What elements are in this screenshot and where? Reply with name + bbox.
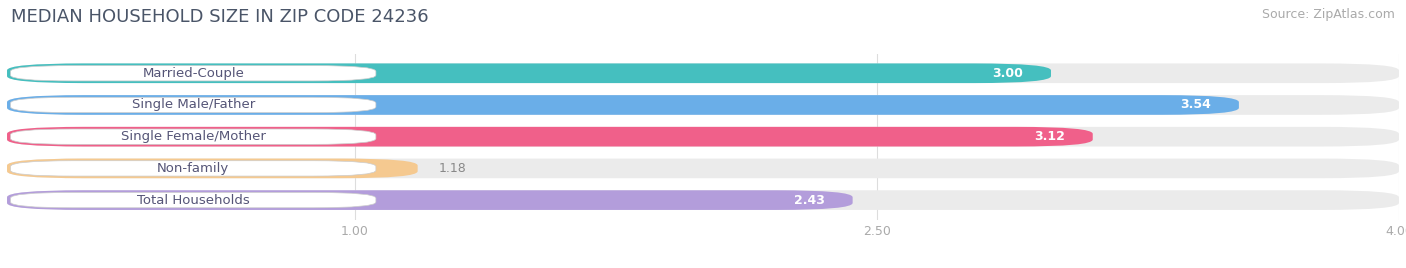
FancyBboxPatch shape [10,161,375,176]
Text: Single Male/Father: Single Male/Father [132,98,254,111]
Text: 3.54: 3.54 [1180,98,1211,111]
FancyBboxPatch shape [7,127,1092,147]
FancyBboxPatch shape [7,64,1399,83]
Text: 1.18: 1.18 [439,162,467,175]
Text: 3.12: 3.12 [1033,130,1064,143]
FancyBboxPatch shape [7,64,1050,83]
FancyBboxPatch shape [10,66,375,81]
FancyBboxPatch shape [7,95,1239,115]
FancyBboxPatch shape [10,129,375,144]
FancyBboxPatch shape [10,97,375,113]
FancyBboxPatch shape [7,159,1399,178]
Text: MEDIAN HOUSEHOLD SIZE IN ZIP CODE 24236: MEDIAN HOUSEHOLD SIZE IN ZIP CODE 24236 [11,8,429,26]
Text: Single Female/Mother: Single Female/Mother [121,130,266,143]
FancyBboxPatch shape [7,190,1399,210]
FancyBboxPatch shape [7,159,418,178]
Text: Married-Couple: Married-Couple [142,67,245,80]
FancyBboxPatch shape [7,190,852,210]
FancyBboxPatch shape [7,127,1399,147]
Text: 2.43: 2.43 [794,193,825,207]
Text: Source: ZipAtlas.com: Source: ZipAtlas.com [1261,8,1395,21]
Text: Total Households: Total Households [136,193,250,207]
Text: Non-family: Non-family [157,162,229,175]
Text: 3.00: 3.00 [993,67,1024,80]
FancyBboxPatch shape [10,192,375,208]
FancyBboxPatch shape [7,95,1399,115]
